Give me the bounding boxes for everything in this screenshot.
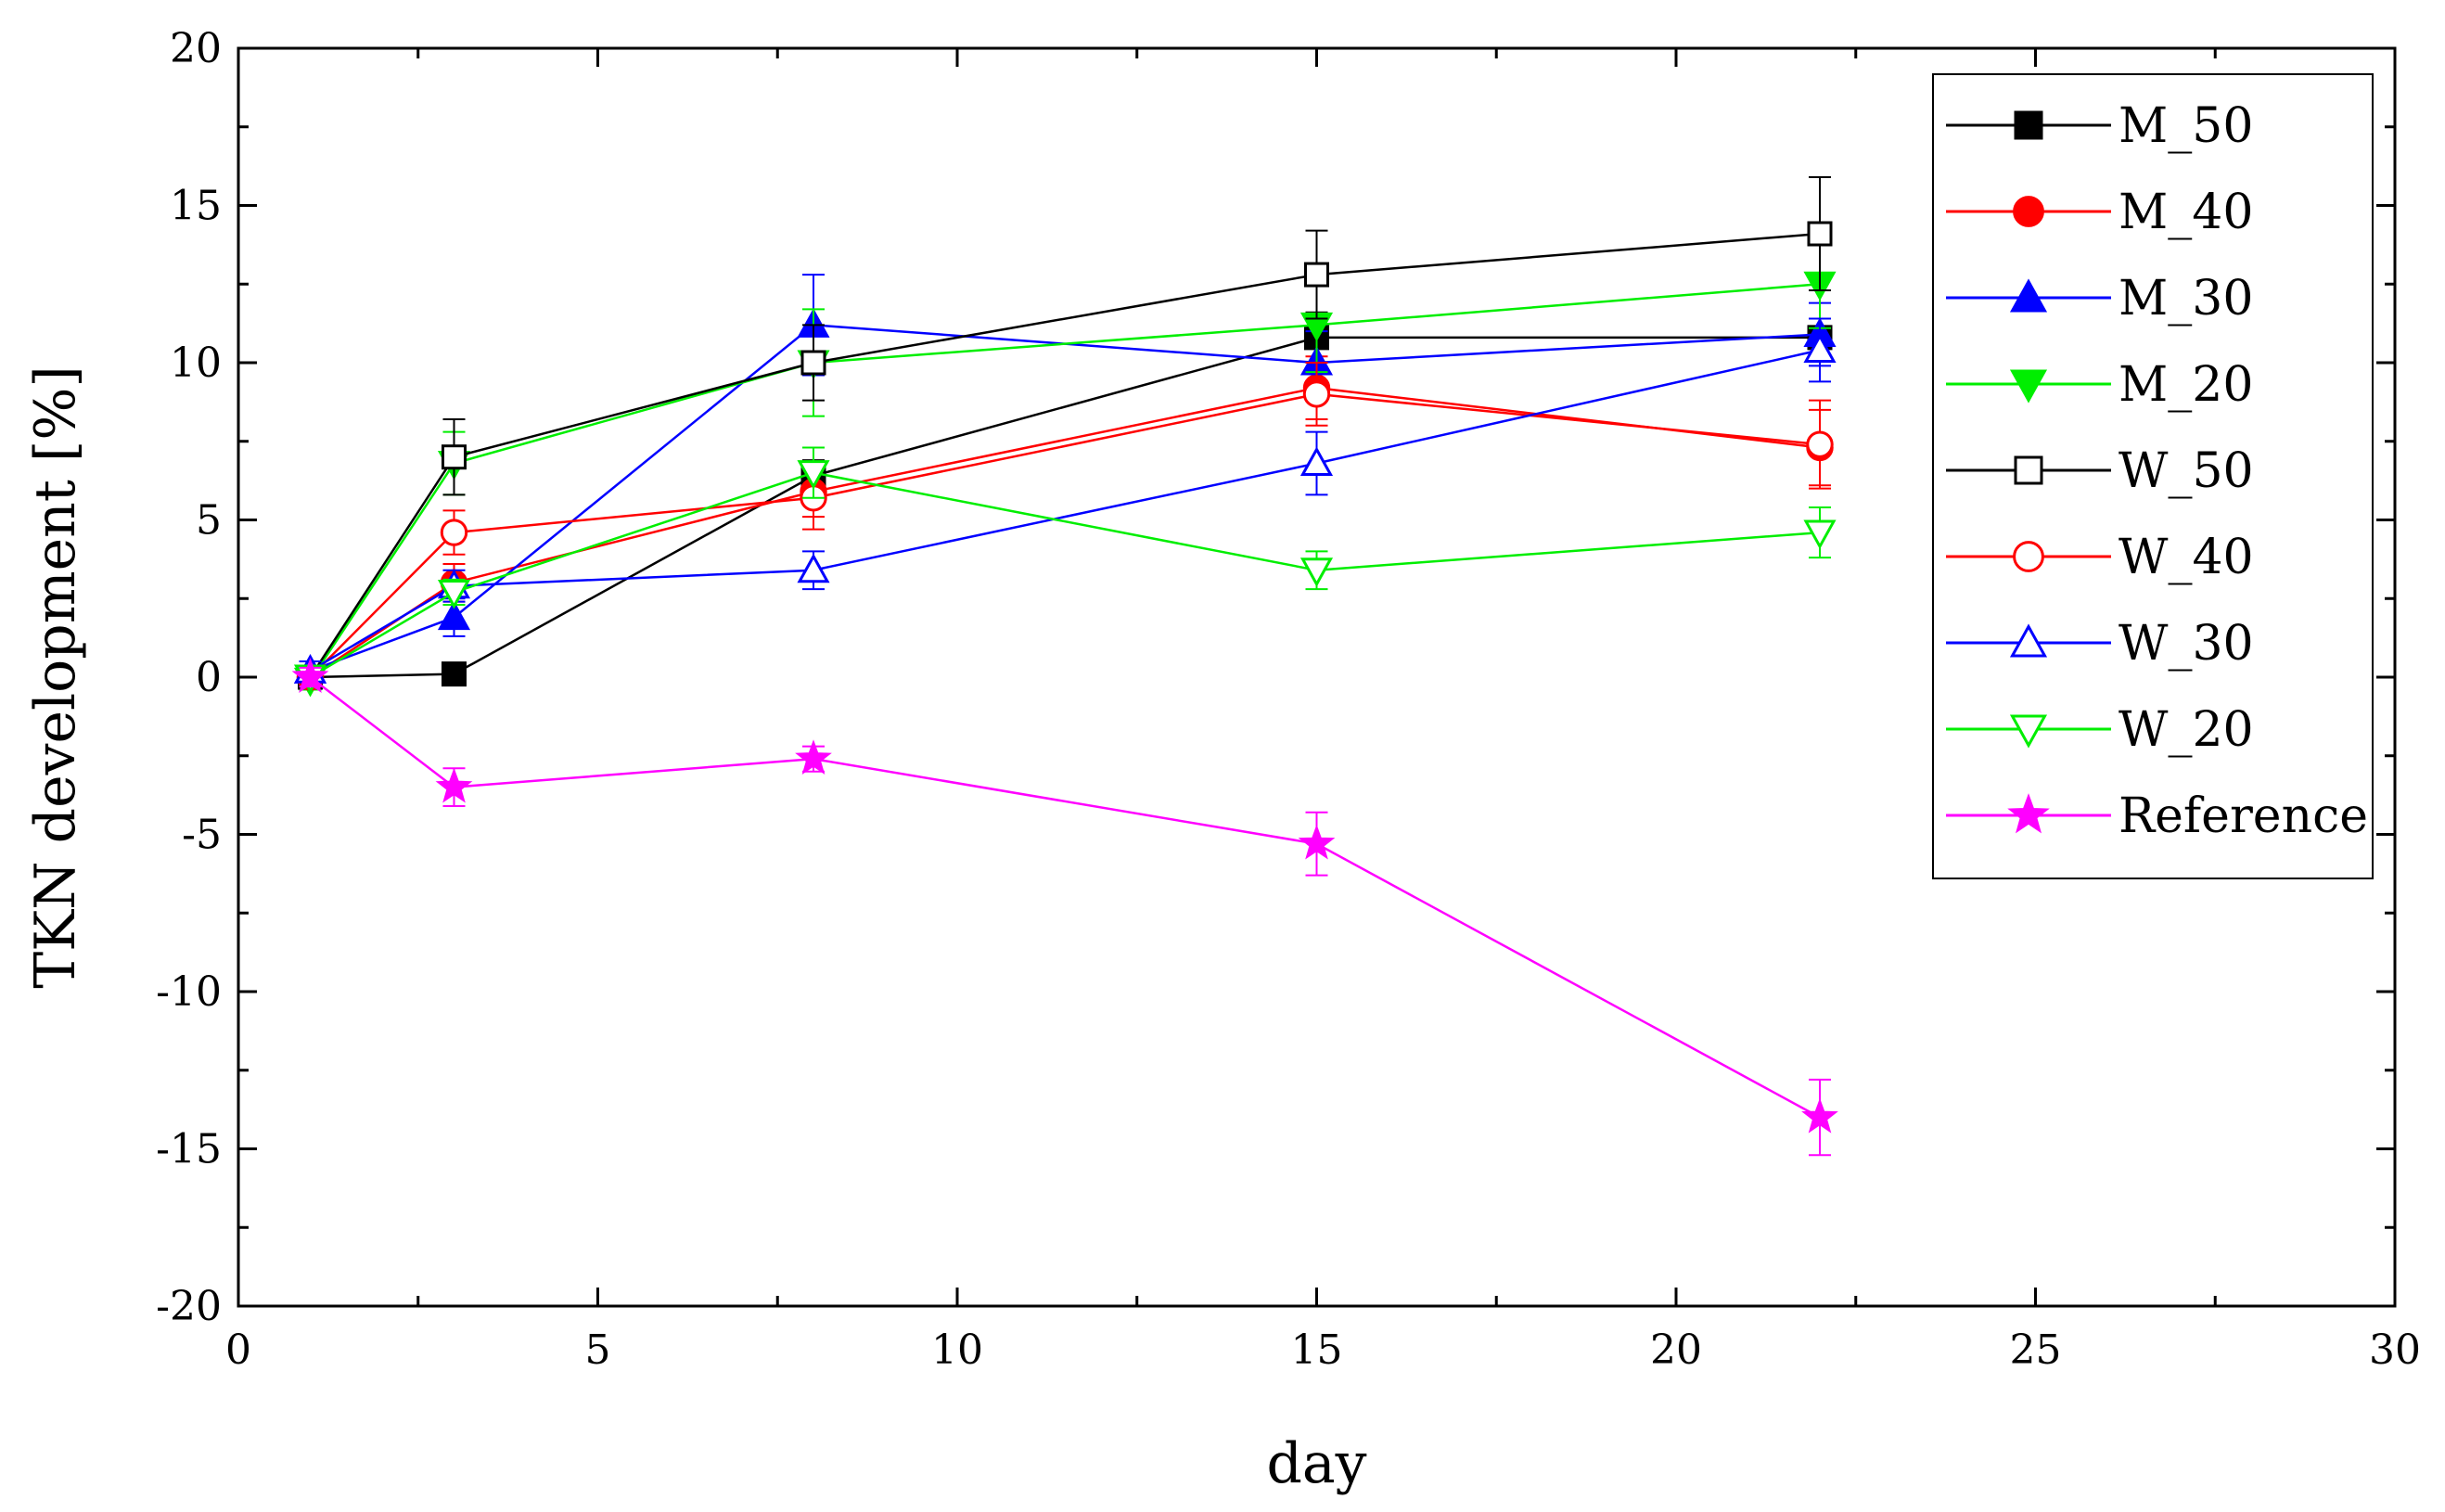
legend-marker <box>2014 455 2043 485</box>
series-line <box>309 283 1821 682</box>
data-point <box>1302 380 1331 408</box>
legend-item: W_40 <box>1946 530 2254 585</box>
data-point <box>1304 262 1329 288</box>
data-point <box>800 350 826 376</box>
y-axis-title: TKN development [%] <box>23 365 88 989</box>
x-tick-label: 5 <box>585 1326 611 1374</box>
series-M_20 <box>293 238 1837 698</box>
series-W_50 <box>298 175 1833 690</box>
series-line <box>309 349 1821 673</box>
legend-marker <box>2007 793 2050 834</box>
series-Reference <box>291 658 1838 1157</box>
data-point <box>1803 333 1837 363</box>
series-line <box>309 676 1821 1119</box>
legend: M_50 M_40 M_30 M_20 W_50 W_40 W_30 W_20 Referenc… <box>1932 73 2374 879</box>
legend-marker <box>2014 110 2043 140</box>
data-point <box>442 661 467 687</box>
legend-label: M_30 <box>2119 271 2253 327</box>
data-series <box>291 175 1838 1157</box>
legend-marker <box>2009 714 2048 749</box>
data-point <box>1806 430 1834 458</box>
x-tick-label: 30 <box>2369 1326 2421 1374</box>
data-point <box>1807 221 1833 247</box>
legend-item: M_50 <box>1946 98 2253 154</box>
series-M_50 <box>298 311 1833 690</box>
data-point <box>1801 1097 1838 1134</box>
series-line <box>309 392 1821 678</box>
legend-marker <box>2009 278 2048 313</box>
data-point <box>1803 519 1837 550</box>
series-line <box>309 386 1821 679</box>
y-tick-label: 10 <box>170 340 222 387</box>
legend-item: M_30 <box>1946 271 2253 327</box>
series-M_30 <box>293 274 1837 684</box>
data-point <box>797 460 830 490</box>
legend-label: W_40 <box>2119 530 2254 585</box>
series-line <box>310 336 1820 679</box>
data-point <box>1299 557 1334 587</box>
data-point <box>1299 446 1334 476</box>
legend-item: M_40 <box>1946 185 2253 240</box>
y-tick-label: -10 <box>156 968 222 1016</box>
x-axis-title: day <box>1266 1431 1366 1496</box>
legend-marker <box>2009 623 2048 658</box>
legend-item: W_30 <box>1946 616 2254 672</box>
series-W_40 <box>296 362 1834 691</box>
data-point <box>795 739 832 775</box>
legend-label: M_40 <box>2119 185 2253 240</box>
legend-label: Reference <box>2119 788 2368 844</box>
series-line <box>309 232 1821 678</box>
data-point <box>435 767 473 803</box>
y-tick-label: 0 <box>196 654 222 701</box>
legend-label: W_20 <box>2119 702 2254 758</box>
y-tick-label: 20 <box>170 25 222 72</box>
legend-item: W_50 <box>1946 443 2254 499</box>
legend-label: W_50 <box>2119 443 2254 499</box>
data-point <box>1298 824 1336 860</box>
legend-label: W_30 <box>2119 616 2254 672</box>
series-line <box>310 324 1821 673</box>
data-point <box>437 579 471 609</box>
x-tick-label: 25 <box>2010 1326 2062 1374</box>
data-point <box>291 658 329 693</box>
series-line <box>309 471 1821 679</box>
legend-label: M_50 <box>2119 98 2253 154</box>
legend-item: Reference <box>1946 788 2368 844</box>
legend-marker <box>2013 541 2044 572</box>
y-tick-label: -15 <box>156 1126 222 1173</box>
legend-marker <box>2013 196 2044 227</box>
y-tick-label: -20 <box>156 1283 222 1330</box>
x-tick-label: 20 <box>1650 1326 1702 1374</box>
legend-label: M_20 <box>2119 357 2253 413</box>
y-tick-label: 5 <box>196 497 222 545</box>
data-point <box>442 444 467 470</box>
legend-item: M_20 <box>1946 357 2253 413</box>
legend-box <box>1932 73 2374 879</box>
data-point <box>440 519 468 546</box>
series-W_20 <box>293 446 1837 695</box>
data-point <box>797 553 830 583</box>
tick-labels: 0 5 10 15 20 25 30 -20 -15 -10 -5 0 5 10 15 20 <box>156 25 2421 1374</box>
x-tick-label: 10 <box>931 1326 983 1374</box>
plot-frame <box>237 46 2397 1308</box>
data-point <box>437 600 471 631</box>
y-tick-label: 15 <box>170 183 222 230</box>
legend-item: W_20 <box>1946 702 2254 758</box>
series-W_30 <box>293 317 1837 684</box>
legend-marker <box>2009 369 2048 404</box>
x-tick-label: 0 <box>225 1326 251 1374</box>
y-tick-label: -5 <box>182 812 222 859</box>
x-tick-label: 15 <box>1291 1326 1343 1374</box>
